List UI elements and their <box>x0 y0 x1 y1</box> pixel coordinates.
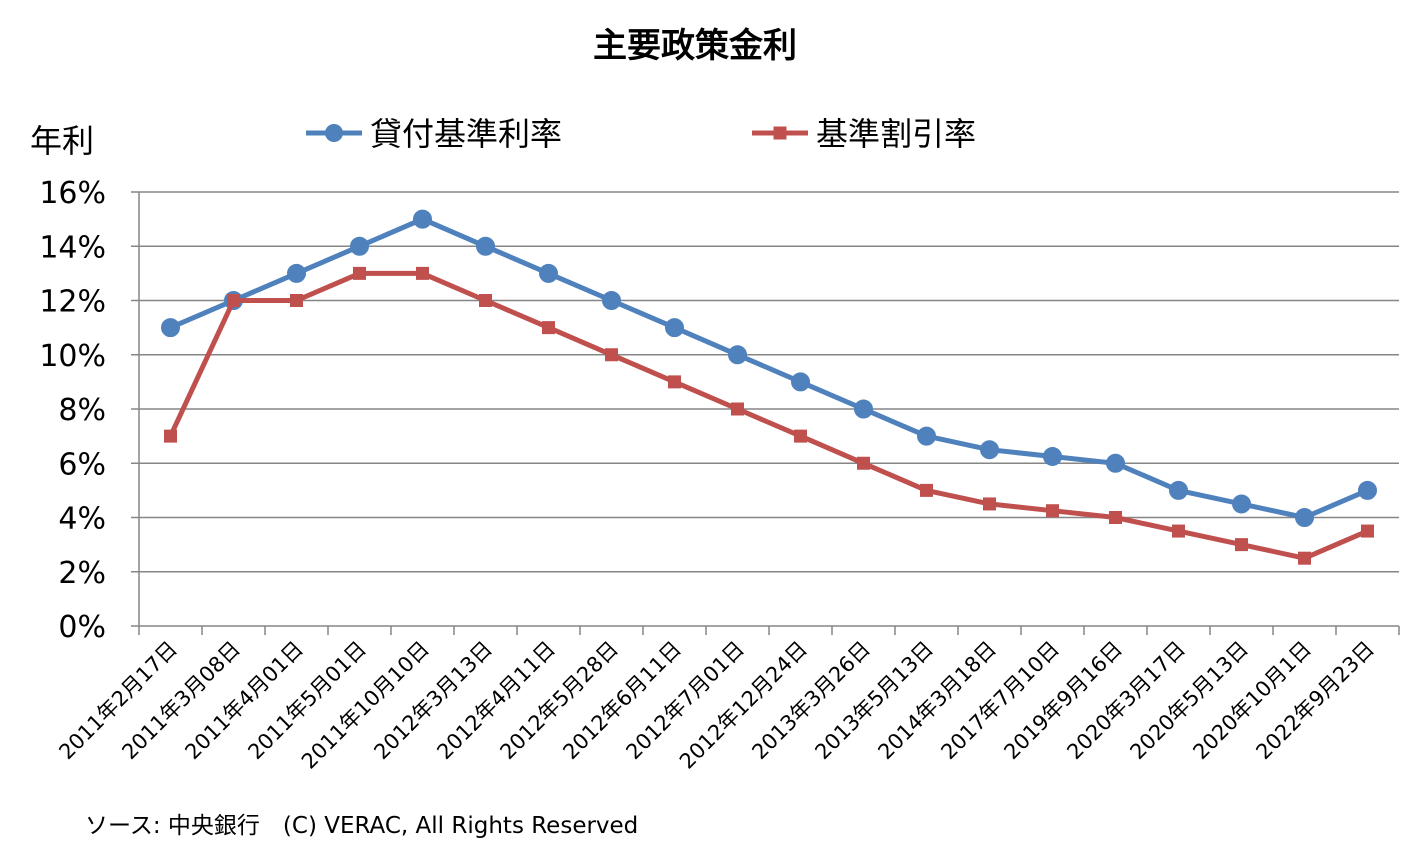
y-tick-label: 10% <box>39 339 106 374</box>
data-point-lending-rate <box>1358 480 1377 500</box>
data-point-discount-rate <box>290 294 303 307</box>
y-tick-label: 4% <box>58 502 106 537</box>
chart-title: 主要政策金利 <box>593 26 797 66</box>
data-point-lending-rate <box>791 372 810 392</box>
data-point-lending-rate <box>287 263 306 283</box>
data-point-lending-rate <box>1043 446 1062 466</box>
data-point-lending-rate <box>1106 453 1125 473</box>
data-point-discount-rate <box>1361 524 1374 538</box>
data-point-discount-rate <box>353 266 366 280</box>
y-tick-label: 14% <box>39 230 106 265</box>
data-point-discount-rate <box>668 375 681 389</box>
data-point-lending-rate <box>917 426 936 446</box>
data-point-discount-rate <box>164 429 177 443</box>
y-tick-label: 6% <box>58 447 106 482</box>
source-note: ソース: 中央銀行 (C) VERAC, All Rights Reserved <box>85 813 638 839</box>
x-tick-labels: 2011年2月17日2011年3月08日2011年4月01日2011年5月01日… <box>54 637 1379 774</box>
data-point-lending-rate <box>476 236 495 256</box>
axes: 0% 2% 4% 6% 8% 10% 12% 14% 16% <box>39 176 1400 645</box>
data-point-lending-rate <box>350 236 369 256</box>
legend-label-discount-rate: 基準割引率 <box>816 115 976 153</box>
series-line-lending-rate <box>168 216 1370 520</box>
data-point-discount-rate <box>1172 524 1185 538</box>
data-point-discount-rate <box>1109 511 1122 524</box>
legend-marker-lending-rate <box>325 124 343 142</box>
data-point-discount-rate <box>542 321 555 335</box>
data-point-lending-rate <box>1169 480 1188 500</box>
y-tick-label: 12% <box>39 285 106 320</box>
data-point-discount-rate <box>794 429 807 443</box>
data-point-discount-rate <box>920 483 933 497</box>
data-point-discount-rate <box>1046 504 1059 518</box>
data-point-discount-rate <box>479 294 492 307</box>
data-point-lending-rate <box>539 263 558 283</box>
series-line-discount-rate <box>168 270 1370 561</box>
data-point-discount-rate <box>983 497 996 511</box>
data-point-lending-rate <box>1232 494 1251 514</box>
x-tick-label: 2022年9月23日 <box>1251 637 1379 765</box>
data-point-lending-rate <box>728 345 747 365</box>
data-point-discount-rate <box>1235 538 1248 552</box>
data-point-discount-rate <box>416 266 429 280</box>
legend: 貸付基準利率 基準割引率 <box>306 115 976 153</box>
y-tick-label: 2% <box>58 556 106 591</box>
data-point-lending-rate <box>413 209 432 229</box>
data-point-discount-rate <box>731 402 744 416</box>
data-point-lending-rate <box>980 440 999 460</box>
data-point-discount-rate <box>605 348 618 362</box>
data-point-lending-rate <box>854 399 873 419</box>
data-point-discount-rate <box>1298 551 1311 565</box>
legend-marker-discount-rate <box>773 126 787 140</box>
y-tick-label: 0% <box>58 610 106 645</box>
data-point-lending-rate <box>1295 508 1314 527</box>
data-point-lending-rate <box>665 318 684 338</box>
data-point-discount-rate <box>857 456 870 470</box>
data-point-lending-rate <box>602 291 621 310</box>
y-tick-label: 8% <box>58 393 106 428</box>
data-point-discount-rate <box>227 294 240 307</box>
y-tick-label: 16% <box>39 176 106 211</box>
y-axis-label: 年利 <box>30 122 94 160</box>
legend-label-lending-rate: 貸付基準利率 <box>370 115 562 153</box>
gridlines <box>139 191 1399 573</box>
data-point-lending-rate <box>161 318 180 338</box>
series-layer <box>161 209 1377 565</box>
